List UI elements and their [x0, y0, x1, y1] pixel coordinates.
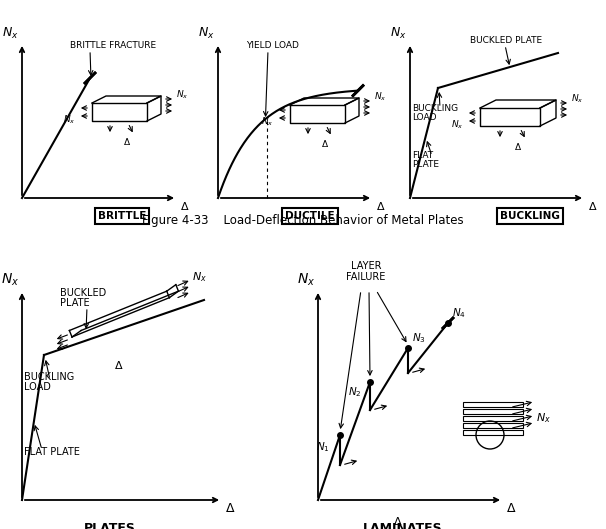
Text: $N_x$: $N_x$ [2, 26, 19, 41]
Text: BUCKLED PLATE: BUCKLED PLATE [470, 36, 542, 45]
Text: DUCTILE: DUCTILE [285, 211, 335, 221]
FancyBboxPatch shape [463, 430, 523, 435]
Text: BUCKLING
LOAD: BUCKLING LOAD [412, 104, 458, 122]
Text: $N_x$: $N_x$ [536, 411, 551, 425]
Text: $\Delta$: $\Delta$ [225, 502, 236, 515]
Text: LAMINATES: LAMINATES [363, 522, 443, 529]
Text: $N_x$: $N_x$ [198, 26, 215, 41]
Text: $N_4$: $N_4$ [452, 306, 466, 320]
Text: $\Delta$: $\Delta$ [180, 200, 190, 212]
Text: $N_x$: $N_x$ [192, 270, 207, 284]
Text: $N_3$: $N_3$ [412, 331, 426, 345]
Text: $N_x$: $N_x$ [571, 93, 584, 105]
FancyBboxPatch shape [463, 416, 523, 421]
Text: $\Delta$: $\Delta$ [514, 141, 522, 152]
Text: $\Delta$: $\Delta$ [588, 200, 598, 212]
Text: $\Delta$: $\Delta$ [321, 138, 329, 149]
Text: $N_x$: $N_x$ [64, 114, 76, 126]
Text: BRITTLE FRACTURE: BRITTLE FRACTURE [70, 41, 156, 50]
Text: BUCKLED
PLATE: BUCKLED PLATE [60, 288, 106, 308]
Text: PLATES: PLATES [84, 522, 136, 529]
Text: $N_x$: $N_x$ [176, 88, 188, 101]
Text: $\Delta$: $\Delta$ [123, 136, 131, 147]
Text: $\Delta$: $\Delta$ [393, 515, 403, 527]
Text: YIELD LOAD: YIELD LOAD [246, 41, 299, 50]
Text: LAYER
FAILURE: LAYER FAILURE [346, 261, 385, 282]
Text: $\Delta$: $\Delta$ [506, 502, 516, 515]
FancyBboxPatch shape [463, 423, 523, 428]
FancyBboxPatch shape [463, 402, 523, 407]
Text: BUCKLING
LOAD: BUCKLING LOAD [24, 371, 75, 393]
Text: $\Delta$: $\Delta$ [376, 200, 385, 212]
Text: $N_x$: $N_x$ [297, 271, 315, 288]
Text: BUCKLING: BUCKLING [500, 211, 560, 221]
Text: $N_x$: $N_x$ [451, 118, 464, 131]
Text: $N_x$: $N_x$ [261, 116, 274, 128]
Text: BRITTLE: BRITTLE [98, 211, 146, 221]
Text: FLAT PLATE: FLAT PLATE [24, 447, 80, 457]
Text: FLAT
PLATE: FLAT PLATE [412, 151, 439, 169]
Text: $N_x$: $N_x$ [374, 90, 387, 103]
Text: $\Delta$: $\Delta$ [115, 359, 124, 371]
Text: $N_2$: $N_2$ [348, 385, 362, 399]
FancyBboxPatch shape [463, 409, 523, 414]
Text: Figure 4-33    Load-Deflection Behavior of Metal Plates: Figure 4-33 Load-Deflection Behavior of … [142, 214, 464, 227]
Text: $N_1$: $N_1$ [316, 440, 330, 454]
Text: $N_x$: $N_x$ [390, 26, 407, 41]
Text: $N_x$: $N_x$ [1, 271, 19, 288]
